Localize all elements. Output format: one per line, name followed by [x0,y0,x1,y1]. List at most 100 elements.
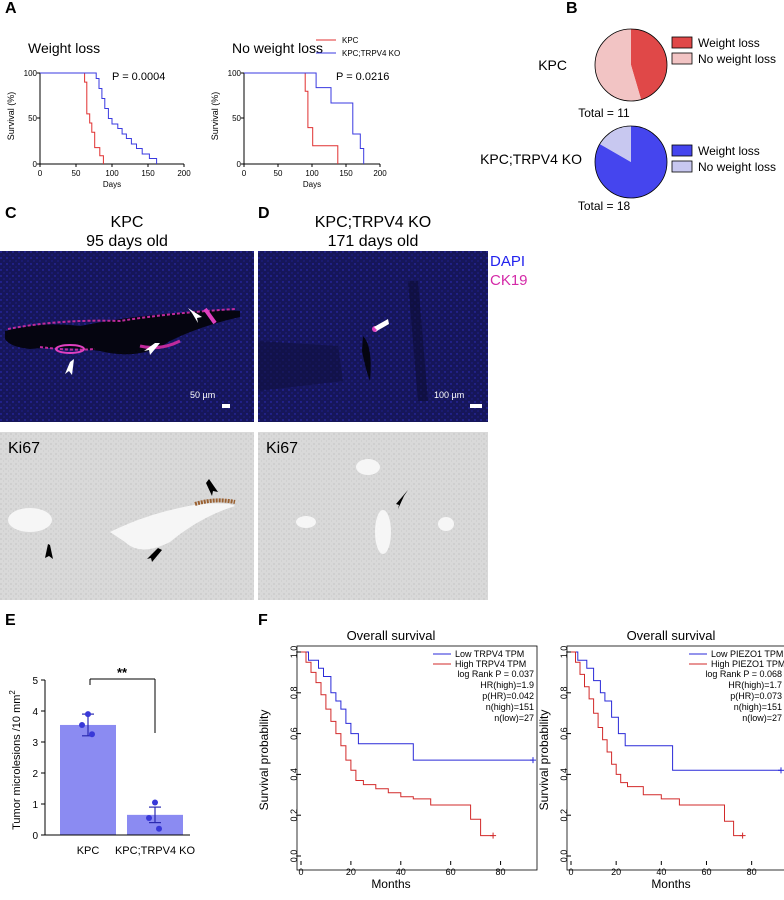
panel-f-ytick: 0.8 [289,687,299,700]
pie-kpc-legend-swatch-no-weight-loss [671,52,693,65]
panel-a-left-xtick-150: 150 [141,169,155,178]
pie-kpc-legend-swatch-weight-loss [671,36,693,49]
panel-d-title-line2: 171 days old [327,233,419,250]
pie-ko [594,125,668,199]
panel-f-right-stat-2: p(HR)=0.073 [730,691,782,701]
data-point [79,721,85,728]
stain-legend-ck19: CK19 [490,272,528,289]
panel-a-right-xtick-150: 150 [339,169,353,178]
panel-a-right-xtick-100: 100 [305,169,319,178]
pie-ko-slice-0 [594,126,667,198]
panel-e-significance: ** [117,665,128,680]
km-curve-low [301,651,533,761]
panel-d-ihc-arrow [396,490,408,509]
panel-e-ytick-3: 3 [32,738,38,749]
survival-curve-ko [40,72,158,164]
panel-f-xtick: 20 [346,867,356,877]
panel-label-f: F [258,612,268,629]
panel-a-left-ytick-0: 0 [33,160,38,169]
panel-f-left-xlabel: Months [371,877,410,891]
panel-f-xtick: 0 [568,867,573,877]
pie-kpc-legend-no-weight-loss: No weight loss [698,52,776,66]
panel-a-left-xtick-0: 0 [38,169,43,178]
panel-e-xlabel-kpc: KPC [77,845,100,857]
panel-a-survival-charts: Weight loss No weight loss Survival (%) … [6,36,400,189]
panel-f-right-title: Overall survival [627,628,716,643]
panel-f-xtick: 40 [656,867,666,877]
panel-f-xtick: 60 [701,867,711,877]
panel-label-e: E [5,612,16,629]
panel-a-right-xtick-200: 200 [373,169,387,178]
data-point [156,825,162,832]
data-point [146,814,152,821]
survival-curve-kpc [40,72,104,164]
panel-e-xlabel-ko: KPC;TRPV4 KO [115,845,196,857]
panel-f-right-stat-0: log Rank P = 0.068 [705,669,782,679]
legend-ko-label: KPC;TRPV4 KO [342,49,400,58]
panel-f-right-curves [571,651,784,839]
panel-a-right-xlabel: Days [303,180,321,189]
panel-f-left-axis: 0.0 0.2 0.4 0.6 0.8 1.0 0 20 40 60 80 [289,646,506,877]
panel-f-left-stat-2: p(HR)=0.042 [482,691,534,701]
panel-d-title-line1: KPC;TRPV4 KO [314,214,432,231]
panel-f-km-charts: Overall survival Overall survival Surviv… [257,628,784,891]
panel-a-left-xtick-100: 100 [105,169,119,178]
data-point [89,731,95,738]
panel-f-xtick: 40 [396,867,406,877]
pie-kpc-legend-weight-loss: Weight loss [698,36,760,50]
panel-f-left-stat-4: n(low)=27 [494,713,534,723]
panel-b-kpc-label: KPC [538,57,567,73]
panel-f-xtick: 60 [446,867,456,877]
panel-d-title: KPC;TRPV4 KO 171 days old [258,213,488,251]
panel-f-xtick: 80 [496,867,506,877]
panel-a-right-title: No weight loss [232,40,323,56]
panel-f-left-stat-1: HR(high)=1.9 [480,680,534,690]
km-curve-high [571,651,743,837]
panel-f-ytick: 0.0 [289,850,299,863]
panel-c-title-line1: KPC [110,214,144,231]
panel-e-ylabel-text: Tumor microlesions /10 mm [11,695,23,830]
stain-legend-dapi: DAPI [490,253,526,270]
panel-a-left-xtick-50: 50 [72,169,81,178]
panel-e-ylabel-sup: 2 [8,690,17,695]
panel-f-ytick: 1.0 [559,646,569,659]
panel-f-left-stat-3: n(high)=151 [486,702,534,712]
km-curve-high [301,651,494,837]
panel-e-ytick-4: 4 [32,707,38,718]
panel-e-yticks: 0 1 2 3 4 5 [32,676,45,842]
panel-a-left-ytick-50: 50 [28,114,37,123]
panel-d-arrow [374,319,389,332]
panel-a-right-ylabel: Survival (%) [210,92,220,141]
legend-kpc-label: KPC [342,36,359,45]
panel-f-right-legend-low: Low PIEZO1 TPM [711,649,783,659]
panel-f-right-stat-4: n(low)=27 [742,713,782,723]
panel-f-right-xlabel: Months [651,877,690,891]
bar-ko [127,814,183,835]
pie-ko-legend-no-weight-loss: No weight loss [698,160,776,174]
panel-a-right-curves [244,72,365,164]
panel-f-xtick: 20 [611,867,621,877]
panel-f-left-curves [301,651,536,839]
pie-ko-legend-swatch-weight-loss [671,144,693,157]
panel-c-scalebar-label: 50 µm [190,390,216,400]
panel-e-ytick-0: 0 [32,831,38,842]
panel-f-ytick: 0.8 [559,687,569,700]
survival-curve-ko [244,72,365,164]
panel-f-right-axis: 0.0 0.2 0.4 0.6 0.8 1.0 0 20 40 60 80 [559,646,757,877]
panel-b-ko-total: Total = 18 [578,199,631,213]
panel-a-left-xlabel: Days [103,180,121,189]
panel-a-right-ytick-0: 0 [237,160,242,169]
panel-f-ytick: 0.2 [559,809,569,822]
panel-f-left-title: Overall survival [347,628,436,643]
panel-e-ytick-1: 1 [32,800,38,811]
panel-c-title: KPC 95 days old [0,213,254,251]
panel-b-pie-charts: KPC Weight loss No weight loss Total = 1… [480,28,776,213]
panel-f-ytick: 0.2 [289,809,299,822]
panel-label-a: A [5,0,17,17]
pie-kpc [594,28,668,102]
panel-f-ytick: 0.6 [289,727,299,740]
panel-a-left-title: Weight loss [28,40,100,56]
panel-e-bars [45,711,190,836]
panel-f-ytick: 1.0 [289,646,299,659]
